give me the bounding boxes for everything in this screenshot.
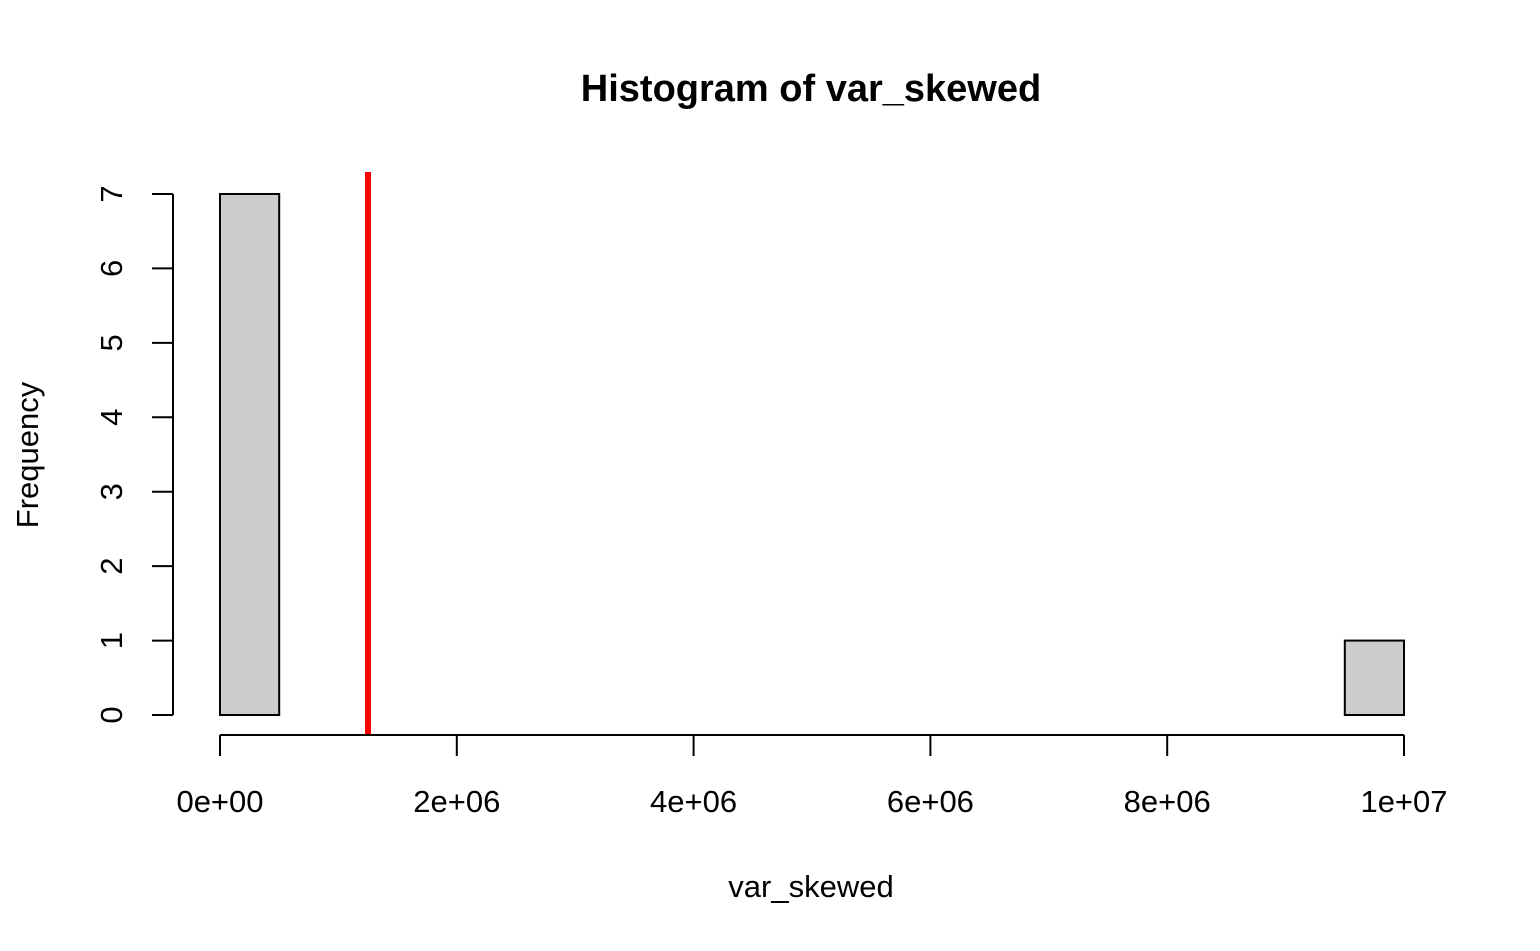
y-tick-label-5: 5 [94, 334, 129, 351]
histogram-bar-19 [1343, 639, 1406, 716]
x-tick-label-4: 8e+06 [1124, 784, 1211, 819]
x-tick-label-1: 2e+06 [413, 784, 500, 819]
y-tick-label-1: 1 [94, 632, 129, 649]
x-tick-label-0: 0e+00 [176, 784, 263, 819]
y-tick-label-4: 4 [94, 409, 129, 426]
bars-group [219, 193, 1406, 716]
x-axis-label: var_skewed [728, 869, 893, 904]
y-tick-label-0: 0 [94, 706, 129, 723]
x-tick-label-5: 1e+07 [1360, 784, 1447, 819]
x-tick-label-3: 6e+06 [887, 784, 974, 819]
y-tick-label-2: 2 [94, 558, 129, 575]
y-tick-label-7: 7 [94, 185, 129, 202]
histogram-bar-0 [219, 193, 281, 716]
x-axis: 0e+00 2e+06 4e+06 6e+06 8e+06 1e+07 [176, 734, 1448, 819]
y-axis-label: Frequency [10, 381, 45, 528]
y-axis: 0 1 2 3 4 5 6 7 [94, 185, 174, 724]
y-tick-label-6: 6 [94, 260, 129, 277]
x-tick-label-2: 4e+06 [650, 784, 737, 819]
y-tick-label-3: 3 [94, 483, 129, 500]
chart-title: Histogram of var_skewed [581, 68, 1041, 110]
